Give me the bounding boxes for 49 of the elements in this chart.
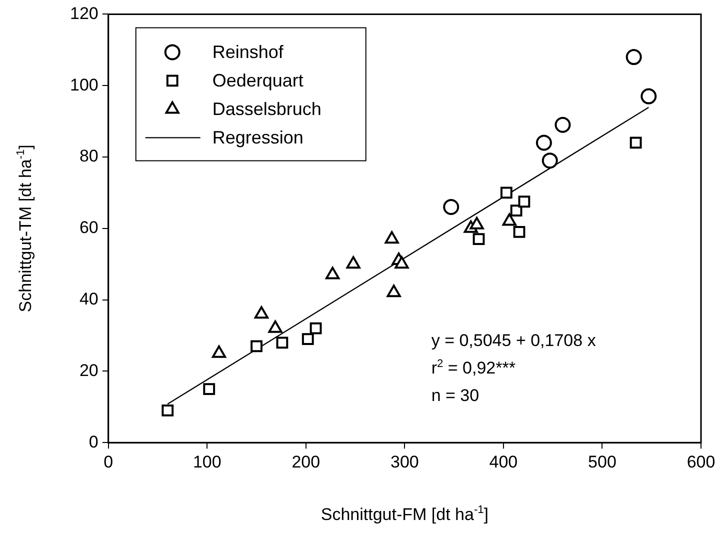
point <box>640 88 657 104</box>
point <box>394 256 409 269</box>
legend-label: Regression <box>212 128 304 148</box>
point <box>510 204 522 216</box>
y-tick-label: 20 <box>79 360 98 380</box>
annotation: n = 30 <box>431 386 480 406</box>
x-tick-label: 300 <box>390 452 419 472</box>
point <box>542 152 558 169</box>
point <box>626 49 642 66</box>
y-tick-label: 60 <box>79 218 98 238</box>
x-tick-label: 0 <box>104 452 114 472</box>
point <box>472 233 485 246</box>
point <box>443 198 460 215</box>
point <box>326 266 340 280</box>
y-tick-label: 80 <box>79 146 98 166</box>
y-tick-label: 0 <box>88 432 98 452</box>
y-tick-label: 40 <box>79 289 98 308</box>
point <box>386 284 401 298</box>
legend-label: Reinshof <box>212 42 284 62</box>
point <box>268 320 282 333</box>
point <box>276 336 288 349</box>
point <box>310 322 322 334</box>
point <box>302 333 314 346</box>
point <box>384 231 399 244</box>
y-tick-label: 120 <box>70 4 98 23</box>
x-tick-label: 500 <box>588 452 616 472</box>
legend-label: Dasselsbruch <box>212 99 322 120</box>
point <box>346 256 360 269</box>
x-tick-label: 100 <box>192 452 222 472</box>
point <box>203 383 216 395</box>
x-tick-label: 600 <box>686 452 716 472</box>
point <box>518 196 530 208</box>
x-tick-label: 200 <box>292 452 320 472</box>
point <box>630 136 642 149</box>
point <box>554 116 571 133</box>
point <box>212 345 226 358</box>
legend-label: Oederquart <box>212 70 304 91</box>
point <box>513 226 526 238</box>
point <box>254 306 269 319</box>
y-axis-title: Schnittgut-TM [dt ha-1] <box>15 144 35 312</box>
x-tick-label: 400 <box>489 452 518 472</box>
point <box>470 216 484 230</box>
point <box>162 404 174 416</box>
point <box>536 134 552 151</box>
point <box>502 213 516 226</box>
y-tick-label: 100 <box>70 75 98 94</box>
annotation: y = 0,5045 + 0,1708 x <box>431 331 596 350</box>
point <box>500 186 512 199</box>
point <box>250 340 262 352</box>
